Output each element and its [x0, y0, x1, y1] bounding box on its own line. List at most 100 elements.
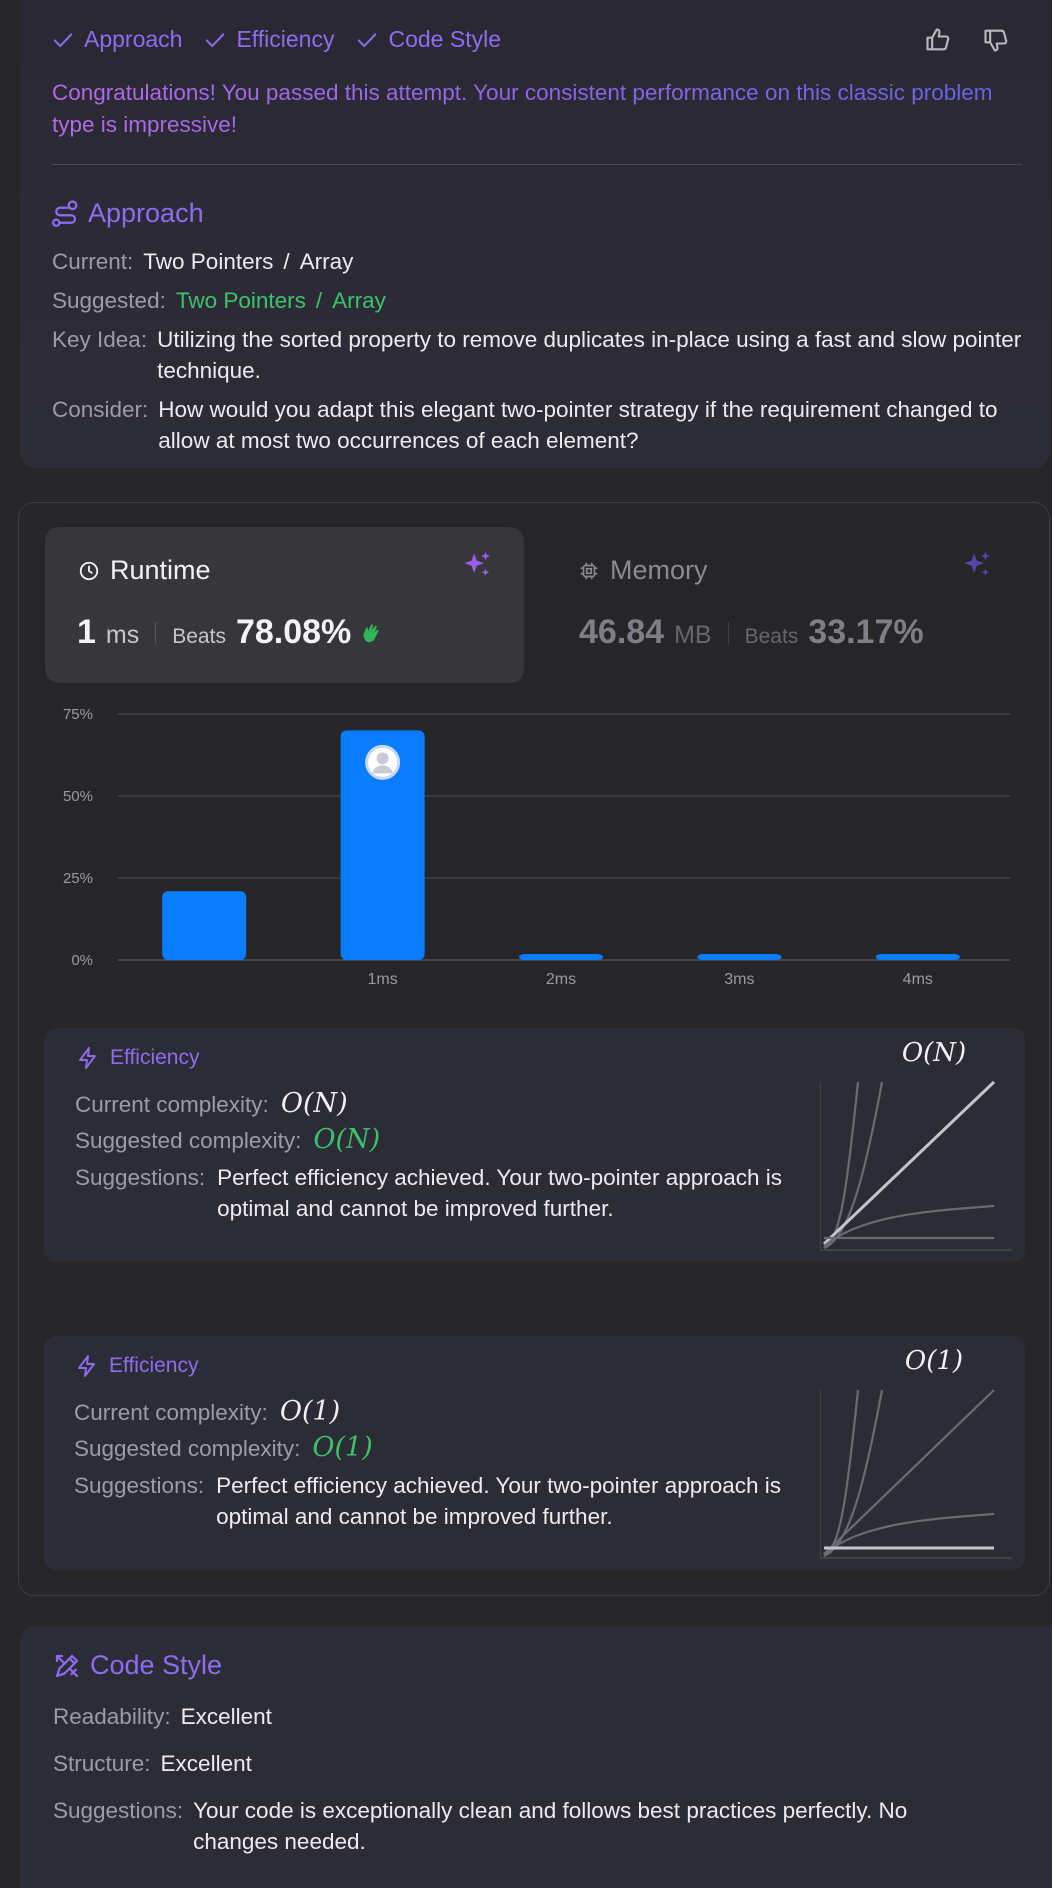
complexity-graph-label: O(N): [901, 1038, 967, 1068]
efficiency-title-text: Efficiency: [110, 1046, 200, 1069]
suggested-complexity-label: Suggested complexity:: [74, 1436, 301, 1461]
distribution-bar[interactable]: [875, 954, 960, 960]
x-tick-label: 3ms: [724, 971, 754, 988]
code-style-title: Code Style: [52, 1650, 222, 1681]
current-complexity-label: Current complexity:: [74, 1400, 268, 1425]
chip-icon: [580, 562, 598, 579]
code-style-title-text: Code Style: [90, 1650, 223, 1680]
current-complexity-value: O(1): [279, 1396, 341, 1427]
suggestions-text: Perfect efficiency achieved. Your two-po…: [216, 1473, 782, 1529]
metric-divider: [727, 621, 729, 644]
clap-icon: [363, 623, 379, 642]
complexity-graph-label: O(1): [904, 1346, 964, 1376]
runtime-metric: 1 ms Beats 78.08%: [77, 613, 383, 652]
efficiency-title: Efficiency: [75, 1354, 199, 1378]
key-idea-text: Utilizing the sorted property to remove …: [157, 327, 1022, 383]
current-complexity-value: O(N): [280, 1088, 348, 1119]
y-tick-label: 0%: [71, 952, 93, 969]
structure-row: Structure: Excellent: [53, 1748, 252, 1779]
distribution-bar[interactable]: [697, 954, 782, 960]
suggested-complexity: Suggested complexity: O(N): [75, 1124, 380, 1156]
runtime-card[interactable]: Runtime 1 ms Beats 78.08%: [45, 527, 524, 683]
suggested-approach: Two Pointers: [175, 288, 306, 313]
runtime-title: Runtime: [110, 555, 211, 585]
memory-unit: MB: [674, 621, 712, 649]
memory-metric: 46.84 MB Beats 33.17%: [579, 613, 924, 652]
runtime-beats-value: 78.08%: [235, 613, 352, 651]
current-complexity-label: Current complexity:: [75, 1092, 269, 1117]
feedback-panel: Approach Efficiency Code Style Congratul…: [20, 0, 1050, 468]
consider-text: How would you adapt this elegant two-poi…: [158, 397, 998, 453]
key-idea-label: Key Idea:: [52, 327, 148, 352]
lightning-icon: [79, 1047, 96, 1069]
y-tick-label: 25%: [63, 870, 93, 887]
memory-header: Memory: [578, 555, 708, 586]
approach-title-text: Approach: [88, 198, 204, 228]
memory-beats-value: 33.17%: [808, 613, 924, 651]
pill-label: Approach: [84, 26, 183, 52]
check-icon: [358, 32, 377, 47]
code-suggestions-row: Suggestions: Your code is exceptionally …: [53, 1795, 993, 1857]
slash: /: [315, 288, 323, 313]
memory-beats-label: Beats: [744, 625, 799, 648]
approach-consider: Consider: How would you adapt this elega…: [52, 394, 1022, 456]
current-label: Current:: [52, 249, 134, 274]
x-tick-label: 1ms: [367, 971, 397, 988]
suggested-label: Suggested:: [52, 288, 166, 313]
consider-label: Consider:: [52, 397, 149, 422]
thumbs-down-icon[interactable]: [982, 26, 1010, 54]
x-tick-label: 4ms: [903, 971, 933, 988]
memory-value: 46.84: [579, 613, 665, 651]
approach-current: Current: Two Pointers / Array: [52, 246, 353, 277]
readability-value: Excellent: [180, 1704, 272, 1729]
suggested-complexity-label: Suggested complexity:: [75, 1128, 302, 1153]
suggestions-label: Suggestions:: [74, 1473, 205, 1498]
sparkle-icon[interactable]: [960, 549, 994, 588]
congrats-message: Congratulations! You passed this attempt…: [52, 77, 1012, 141]
category-pills: Approach Efficiency Code Style: [52, 26, 501, 53]
runtime-unit: ms: [105, 621, 140, 649]
pill-code-style[interactable]: Code Style: [356, 26, 501, 53]
efficiency-title: Efficiency: [76, 1046, 200, 1070]
memory-card[interactable]: Memory 46.84 MB Beats 33.17%: [545, 527, 1024, 683]
suggested-complexity: Suggested complexity: O(1): [74, 1432, 373, 1464]
current-complexity: Current complexity: O(1): [74, 1396, 340, 1428]
complexity-curves: [820, 1389, 1012, 1559]
current-complexity: Current complexity: O(N): [75, 1088, 348, 1120]
suggested-complexity-value: O(1): [312, 1432, 373, 1463]
complexity-curves: [820, 1080, 1012, 1251]
suggestions-label: Suggestions:: [75, 1165, 206, 1190]
efficiency-time-card: Efficiency Current complexity: O(N) Sugg…: [44, 1028, 1025, 1262]
runtime-beats-label: Beats: [172, 625, 226, 648]
clock-icon: [79, 561, 99, 580]
efficiency-suggestions: Suggestions: Perfect efficiency achieved…: [75, 1162, 805, 1224]
distribution-bar[interactable]: [162, 891, 247, 960]
code-suggestions-text: Your code is exceptionally clean and fol…: [193, 1798, 908, 1854]
divider: [52, 164, 1022, 165]
x-tick-label: 2ms: [546, 971, 576, 988]
complexity-graph: O(N): [820, 1038, 1012, 1253]
current-data-structure: Array: [299, 249, 354, 274]
y-tick-label: 75%: [63, 706, 93, 723]
distribution-bar[interactable]: [340, 730, 425, 960]
pen-ruler-icon: [55, 1654, 79, 1677]
code-style-panel: Code Style Readability: Excellent Struct…: [20, 1626, 1052, 1888]
structure-label: Structure:: [53, 1751, 151, 1776]
distribution-bar[interactable]: [519, 954, 603, 960]
pill-efficiency[interactable]: Efficiency: [204, 26, 334, 53]
thumbs-up-icon[interactable]: [924, 26, 952, 54]
efficiency-title-text: Efficiency: [109, 1354, 199, 1377]
structure-value: Excellent: [160, 1751, 252, 1776]
sparkle-icon[interactable]: [460, 549, 494, 588]
approach-key-idea: Key Idea: Utilizing the sorted property …: [52, 324, 1022, 386]
y-tick-label: 50%: [63, 788, 93, 805]
suggestions-text: Perfect efficiency achieved. Your two-po…: [217, 1165, 783, 1221]
pill-label: Efficiency: [236, 26, 335, 52]
metric-divider: [155, 621, 157, 644]
pill-approach[interactable]: Approach: [52, 26, 182, 53]
chart-svg: 0% 25% 50% 75% 1ms 2ms 3ms 4ms: [63, 706, 1010, 988]
check-icon: [206, 32, 225, 47]
route-icon: [52, 199, 78, 227]
slash: /: [283, 249, 290, 274]
code-suggestions-label: Suggestions:: [53, 1798, 184, 1823]
